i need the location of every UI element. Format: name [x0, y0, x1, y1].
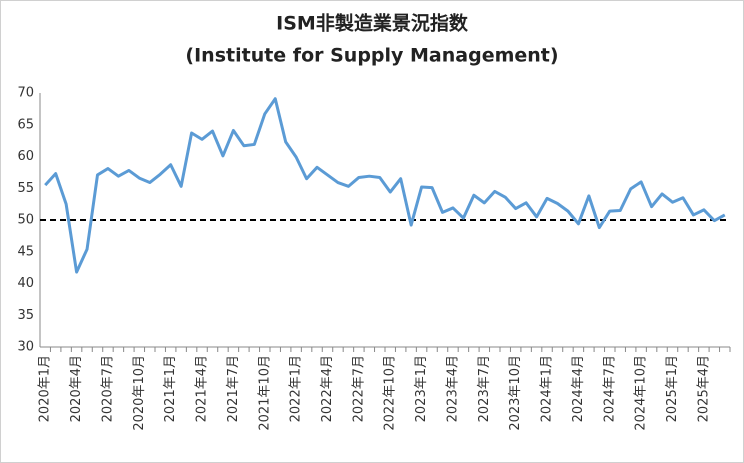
x-tick-label: 2024年1月 — [540, 355, 555, 422]
x-tick-label: 2022年1月 — [289, 355, 304, 422]
x-tick-label: 2020年10月 — [132, 355, 147, 431]
x-tick-label: 2024年10月 — [634, 355, 649, 431]
y-tick-label: 30 — [17, 340, 34, 355]
y-tick-label: 60 — [17, 149, 34, 164]
x-tick-label: 2023年7月 — [477, 355, 492, 422]
y-tick-label: 45 — [17, 244, 34, 259]
y-tick-label: 50 — [17, 213, 34, 228]
x-tick-label: 2025年1月 — [665, 355, 680, 422]
x-tick-label: 2021年4月 — [195, 355, 210, 422]
y-tick-label: 65 — [17, 117, 34, 132]
chart-subtitle: (Institute for Supply Management) — [185, 45, 558, 67]
y-tick-label: 70 — [17, 86, 34, 101]
x-tick-label: 2021年1月 — [163, 355, 178, 422]
x-tick-label: 2020年1月 — [38, 355, 53, 422]
x-tick-label: 2020年7月 — [100, 355, 115, 422]
x-tick-label: 2024年4月 — [571, 355, 586, 422]
data-line — [44, 97, 726, 274]
x-tick-label: 2023年1月 — [414, 355, 429, 422]
y-tick-label: 40 — [17, 276, 34, 291]
y-tick-label: 55 — [17, 181, 34, 196]
y-tick-label: 35 — [17, 308, 34, 323]
x-tick-label: 2021年10月 — [257, 355, 272, 431]
x-tick-label: 2022年7月 — [351, 355, 366, 422]
chart-title: ISM非製造業景況指数 — [276, 12, 469, 35]
x-tick-label: 2023年10月 — [508, 355, 523, 431]
x-tick-label: 2020年4月 — [69, 355, 84, 422]
x-tick-label: 2023年4月 — [445, 355, 460, 422]
x-tick-label: 2024年7月 — [602, 355, 617, 422]
x-tick-label: 2022年4月 — [320, 355, 335, 422]
x-tick-label: 2025年4月 — [696, 355, 711, 422]
x-tick-label: 2021年7月 — [226, 355, 241, 422]
x-tick-label: 2022年10月 — [383, 355, 398, 431]
